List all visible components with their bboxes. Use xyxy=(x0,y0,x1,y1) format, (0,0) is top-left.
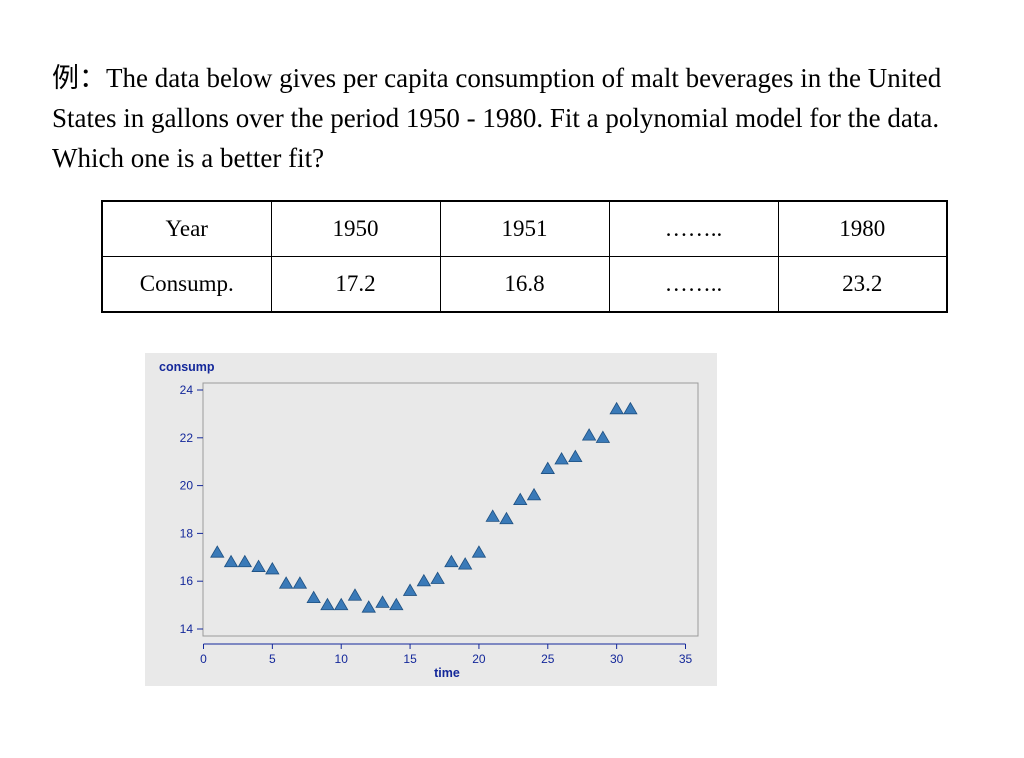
data-point xyxy=(430,571,445,584)
table-row-year: Year 1950 1951 …….. 1980 xyxy=(101,200,948,257)
problem-statement: 例：The data below gives per capita consum… xyxy=(52,58,992,178)
data-point xyxy=(292,576,308,589)
data-point xyxy=(444,554,459,568)
data-point xyxy=(581,428,597,441)
x-tick-label: 15 xyxy=(403,652,417,666)
y-axis: 14 16 18 20 22 24 xyxy=(180,383,203,636)
data-point xyxy=(306,590,321,604)
y-tick-label: 16 xyxy=(180,574,194,588)
table-cell: 23.2 xyxy=(777,256,948,313)
data-point xyxy=(540,461,555,474)
y-tick-label: 18 xyxy=(180,526,194,540)
data-point xyxy=(457,557,473,570)
x-tick-label: 10 xyxy=(335,652,349,666)
data-point xyxy=(513,492,528,506)
x-axis: 0 5 10 15 20 25 30 35 xyxy=(200,643,693,666)
table-cell: …….. xyxy=(608,200,779,257)
scatter-chart: consump time 14 16 18 20 22 24 0 5 10 15 20 25 30 35 xyxy=(145,353,717,686)
table-cell: Consump. xyxy=(101,256,272,313)
data-point xyxy=(278,576,294,589)
y-tick-label: 22 xyxy=(180,431,194,445)
data-point xyxy=(361,600,376,613)
data-point xyxy=(237,554,253,568)
chart-svg: consump time 14 16 18 20 22 24 0 5 10 15 20 25 30 35 xyxy=(159,360,699,680)
data-point xyxy=(554,452,569,465)
data-point xyxy=(402,583,418,596)
x-tick-label: 30 xyxy=(610,652,624,666)
x-tick-label: 35 xyxy=(679,652,693,666)
table-cell: 1951 xyxy=(439,200,610,257)
data-point xyxy=(210,545,225,558)
y-tick-label: 20 xyxy=(180,479,194,493)
data-point xyxy=(499,511,514,525)
table-cell: 1980 xyxy=(777,200,948,257)
data-point xyxy=(471,545,487,558)
plot-frame xyxy=(202,382,699,637)
x-axis-title: time xyxy=(434,666,460,680)
table-cell: 16.8 xyxy=(439,256,610,313)
table-row-consumption: Consump. 17.2 16.8 …….. 23.2 xyxy=(101,256,948,313)
data-point xyxy=(251,559,266,572)
y-axis-title: consump xyxy=(159,360,215,374)
data-point xyxy=(526,487,542,501)
x-tick-label: 0 xyxy=(200,652,207,666)
x-tick-label: 5 xyxy=(269,652,276,666)
y-tick-label: 24 xyxy=(180,383,194,397)
data-point xyxy=(609,401,624,415)
table-cell: …….. xyxy=(608,256,779,313)
data-table: Year 1950 1951 …….. 1980 Consump. 17.2 1… xyxy=(101,200,948,313)
data-point xyxy=(595,430,611,443)
x-tick-label: 20 xyxy=(472,652,486,666)
data-point xyxy=(223,554,239,568)
data-point xyxy=(347,588,363,601)
table-cell: 17.2 xyxy=(270,256,441,313)
data-point xyxy=(485,509,500,522)
data-point xyxy=(568,449,583,462)
example-prefix: 例： xyxy=(52,63,106,93)
data-point xyxy=(265,561,280,575)
table-cell: Year xyxy=(101,200,272,257)
y-tick-label: 14 xyxy=(180,622,194,636)
data-point xyxy=(375,595,390,608)
table-cell: 1950 xyxy=(270,200,441,257)
data-point xyxy=(416,573,432,587)
x-tick-label: 25 xyxy=(541,652,555,666)
data-points xyxy=(210,401,638,613)
data-point xyxy=(623,401,638,415)
data-point xyxy=(320,597,335,611)
problem-text: The data below gives per capita consumpt… xyxy=(52,63,942,173)
data-point xyxy=(334,597,349,611)
data-point xyxy=(389,597,404,611)
